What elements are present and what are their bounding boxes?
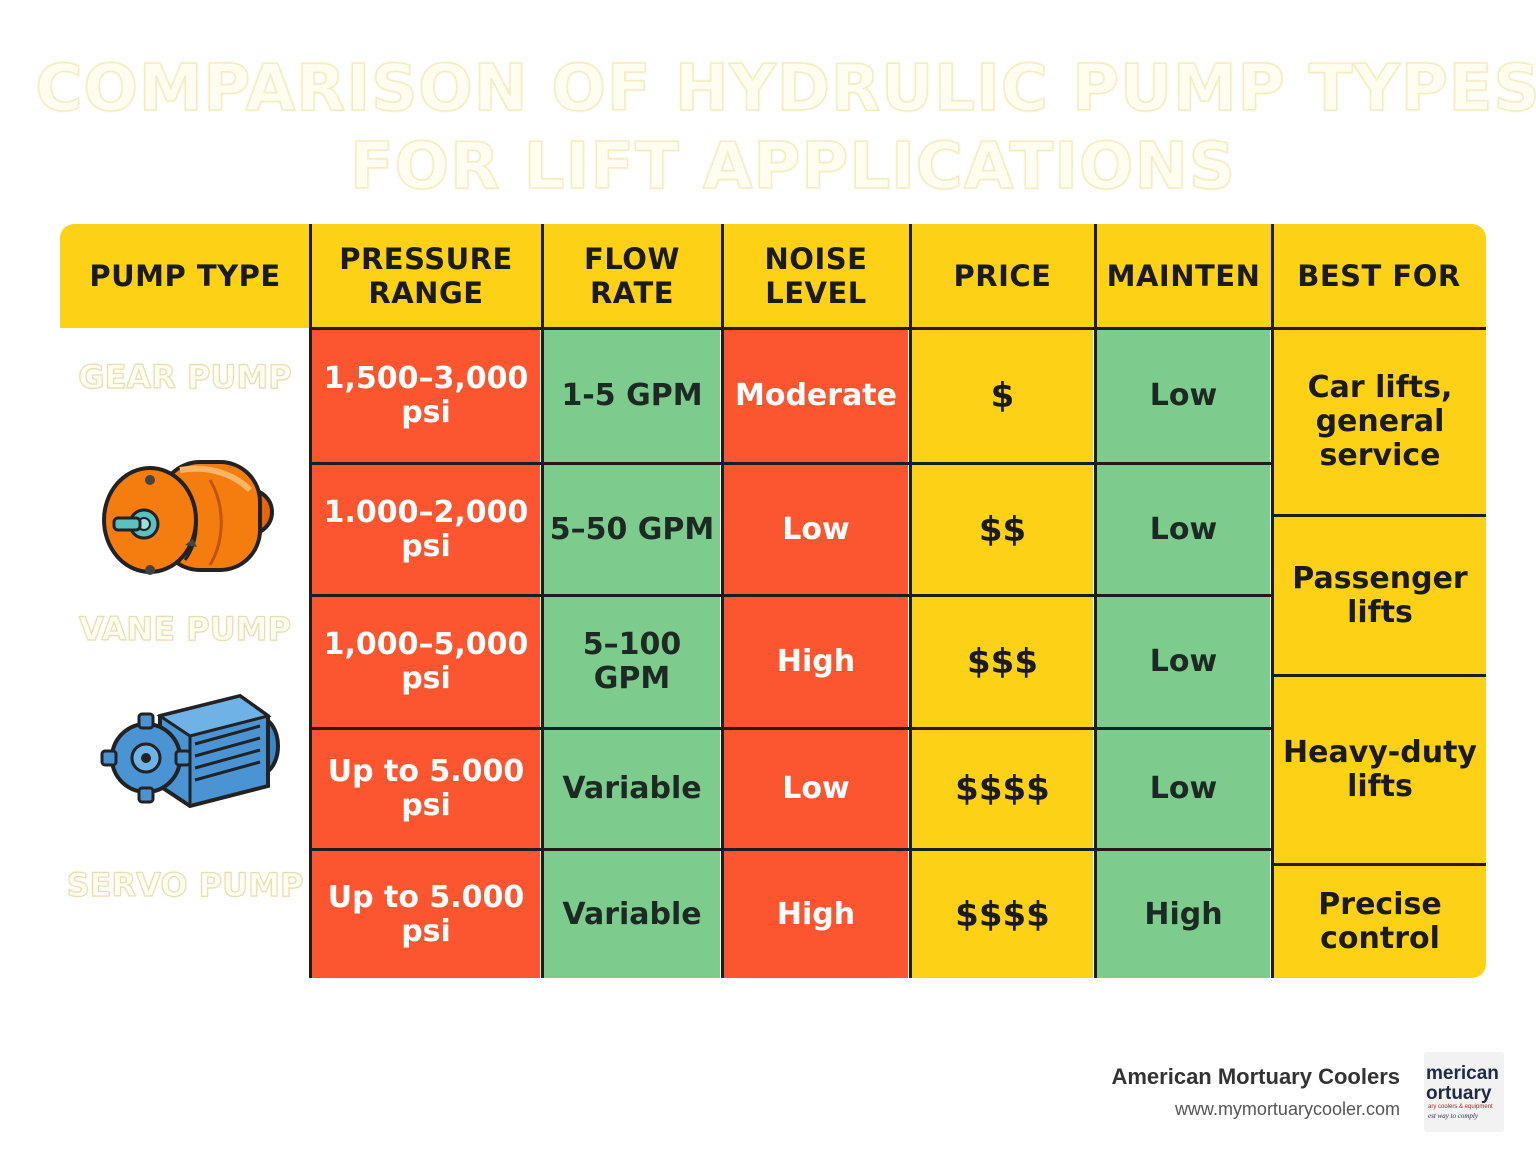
cell-best-for-2: Passenger lifts bbox=[1274, 517, 1486, 674]
table-header-row bbox=[60, 224, 1486, 328]
cell-pressure-3: 1,000–5,000 psi bbox=[312, 597, 540, 727]
cell-noise-1: Moderate bbox=[724, 330, 908, 462]
grid-line bbox=[1271, 224, 1274, 978]
grid-line bbox=[310, 462, 1272, 465]
grid-line bbox=[721, 224, 724, 978]
title-line-2: FOR LIFT APPLICATIONS bbox=[349, 129, 1236, 205]
cell-maintenance-3: Low bbox=[1097, 597, 1270, 727]
grid-line bbox=[909, 224, 912, 978]
cell-noise-2: Low bbox=[724, 465, 908, 594]
cell-best-for-4: Precise control bbox=[1274, 866, 1486, 978]
grid-line bbox=[310, 848, 1272, 851]
logo-text-3: ary coolers & equipment bbox=[1428, 1104, 1493, 1110]
cell-price-1: $ bbox=[912, 330, 1093, 462]
cell-maintenance-2: Low bbox=[1097, 465, 1270, 594]
header-noise-level: NOISE LEVEL bbox=[764, 242, 868, 310]
company-url[interactable]: www.mymortuarycooler.com bbox=[1174, 1099, 1400, 1119]
cell-flow-1: 1-5 GPM bbox=[544, 330, 720, 462]
cell-pressure-5: Up to 5.000 psi bbox=[312, 851, 540, 978]
logo-text-1: merican bbox=[1426, 1063, 1499, 1084]
title-line-1: COMPARISON OF HYDRULIC PUMP TYPES bbox=[35, 51, 1536, 127]
header-maintenance: MAINTEN bbox=[1106, 259, 1261, 293]
cell-noise-4: Low bbox=[724, 730, 908, 848]
logo-text-4: est way to comply bbox=[1428, 1112, 1478, 1120]
cell-best-for-1: Car lifts, general service bbox=[1274, 330, 1486, 514]
header-price: PRICE bbox=[953, 259, 1052, 293]
cell-price-5: $$$$ bbox=[912, 851, 1093, 978]
comparison-table: PUMP TYPE PRESSURE RANGE FLOW RATE NOISE… bbox=[60, 224, 1486, 978]
pump-type-servo: SERVO PUMP bbox=[66, 865, 304, 904]
cell-price-3: $$$ bbox=[912, 597, 1093, 727]
grid-line bbox=[309, 224, 312, 978]
company-name: American Mortuary Coolers bbox=[1111, 1064, 1400, 1089]
cell-pressure-2: 1.000–2,000 psi bbox=[312, 465, 540, 594]
cell-flow-3: 5–100 GPM bbox=[544, 597, 720, 727]
cell-flow-5: Variable bbox=[544, 851, 720, 978]
cell-maintenance-5: High bbox=[1097, 851, 1270, 978]
cell-maintenance-4: Low bbox=[1097, 730, 1270, 848]
cell-maintenance-1: Low bbox=[1097, 330, 1270, 462]
cell-price-2: $$ bbox=[912, 465, 1093, 594]
header-pump-type: PUMP TYPE bbox=[89, 259, 281, 293]
grid-line bbox=[1094, 224, 1097, 978]
cell-noise-3: High bbox=[724, 597, 908, 727]
grid-line bbox=[1272, 863, 1486, 866]
pump-type-gear: GEAR PUMP bbox=[78, 357, 293, 396]
cell-pressure-4: Up to 5.000 psi bbox=[312, 730, 540, 848]
grid-line bbox=[310, 594, 1272, 597]
cell-best-for-3: Heavy-duty lifts bbox=[1274, 677, 1486, 863]
gear-pump-icon bbox=[102, 460, 274, 575]
grid-line bbox=[1272, 514, 1486, 517]
cell-flow-4: Variable bbox=[544, 730, 720, 848]
grid-line bbox=[310, 327, 1486, 330]
cell-noise-5: High bbox=[724, 851, 908, 978]
pump-type-vane: VANE PUMP bbox=[78, 609, 291, 648]
page-title: COMPARISON OF HYDRULIC PUMP TYPES FOR LI… bbox=[0, 50, 1536, 206]
header-flow-rate: FLOW RATE bbox=[584, 242, 680, 310]
company-logo: merican ortuary ary coolers & equipment … bbox=[1424, 1052, 1504, 1132]
grid-line bbox=[310, 727, 1272, 730]
cell-price-4: $$$$ bbox=[912, 730, 1093, 848]
logo-text-2: ortuary bbox=[1426, 1083, 1492, 1104]
grid-line bbox=[541, 224, 544, 978]
grid-line bbox=[1272, 674, 1486, 677]
header-best-for: BEST FOR bbox=[1297, 259, 1461, 293]
cell-flow-2: 5–50 GPM bbox=[544, 465, 720, 594]
vane-pump-icon bbox=[100, 693, 280, 809]
cell-pressure-1: 1,500–3,000 psi bbox=[312, 330, 540, 462]
header-pressure-range: PRESSURE RANGE bbox=[339, 242, 513, 310]
